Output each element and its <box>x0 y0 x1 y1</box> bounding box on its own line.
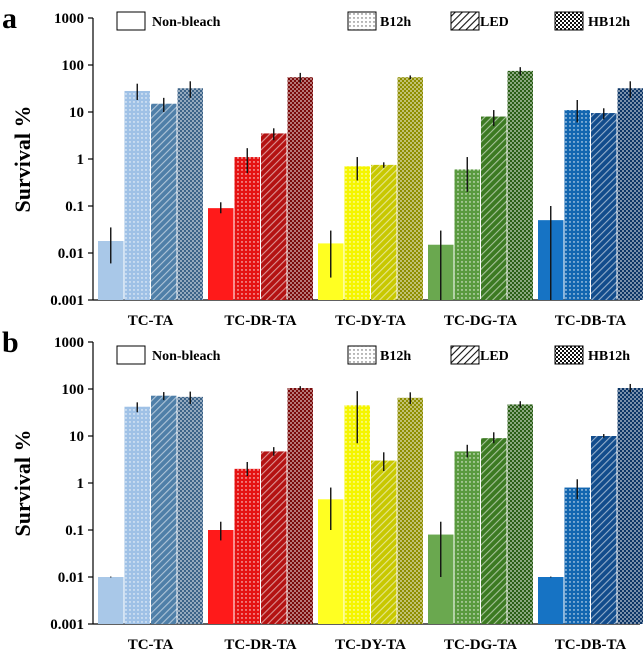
y-tick-label: 0.1 <box>65 523 84 539</box>
y-tick-label: 10 <box>69 429 84 445</box>
panel-letter: a <box>2 2 17 35</box>
bar-hb12h <box>287 77 313 300</box>
y-tick-label: 100 <box>62 58 85 74</box>
y-tick-label: 1 <box>77 152 85 168</box>
y-tick-label: 1000 <box>54 11 84 27</box>
bar-hb12h <box>617 88 643 300</box>
legend-swatch <box>554 11 584 31</box>
legend-label: Non-bleach <box>152 349 221 364</box>
legend-swatch <box>450 11 480 31</box>
chart-panel-b: b Survival % 0.001 0.01 0.1 1 10 100 1000 TC-TA TC… <box>2 326 643 653</box>
bar-hb12h <box>507 70 533 300</box>
legend-swatch <box>347 345 377 365</box>
bar-hb12h <box>177 88 203 300</box>
category-label: TC-DR-TA <box>224 313 296 329</box>
legend-label: LED <box>480 15 509 30</box>
legend-label: B12h <box>380 15 411 30</box>
bar-b12h <box>124 406 150 624</box>
bar-hb12h <box>177 396 203 624</box>
y-tick-label: 0.1 <box>65 199 84 215</box>
bar-led <box>481 116 507 300</box>
bar-hb12h <box>397 77 423 300</box>
bar-led <box>261 451 287 624</box>
y-tick-label: 1000 <box>54 335 84 351</box>
bar-led <box>371 164 397 300</box>
y-axis-label: Survival % <box>10 106 35 213</box>
bar-b12h <box>564 110 590 301</box>
y-tick-label: 0.01 <box>58 570 84 586</box>
legend-swatch <box>116 345 146 365</box>
bar-led <box>591 436 617 624</box>
bar-b12h <box>344 166 370 300</box>
bar-led <box>261 133 287 300</box>
y-tick-label: 0.001 <box>50 293 84 309</box>
chart-panel-a: a Survival % 0.001 0.01 0.1 1 10 100 1000 TC-TA TC… <box>2 2 643 329</box>
bar-led <box>371 460 397 624</box>
legend-swatch <box>116 11 146 31</box>
category-label: TC-DB-TA <box>555 637 627 653</box>
legend-label: HB12h <box>588 349 630 364</box>
category-label: TC-DY-TA <box>335 637 406 653</box>
bar-hb12h <box>507 404 533 624</box>
bar-b12h <box>234 468 260 624</box>
bar-hb12h <box>287 388 313 624</box>
legend-swatch <box>554 345 584 365</box>
legend-swatch <box>347 11 377 31</box>
legend-swatch <box>450 345 480 365</box>
legend-label: LED <box>480 349 509 364</box>
legend-label: B12h <box>380 349 411 364</box>
bar-non-bleach <box>208 208 234 300</box>
bar-led <box>151 103 177 300</box>
bar-b12h <box>454 451 480 624</box>
bar-b12h <box>234 157 260 300</box>
category-label: TC-TA <box>128 637 174 653</box>
y-tick-label: 10 <box>69 105 84 121</box>
y-axis-label: Survival % <box>10 430 35 537</box>
category-label: TC-DR-TA <box>224 637 296 653</box>
bar-hb12h <box>617 388 643 624</box>
bar-led <box>151 395 177 624</box>
bar-non-bleach <box>208 530 234 624</box>
y-tick-label: 1 <box>77 476 85 492</box>
bar-b12h <box>564 487 590 624</box>
category-label: TC-DG-TA <box>444 313 517 329</box>
bar-b12h <box>124 90 150 300</box>
category-label: TC-DG-TA <box>444 637 517 653</box>
panel-letter: b <box>2 326 19 359</box>
bar-hb12h <box>397 397 423 624</box>
legend-label: HB12h <box>588 15 630 30</box>
bar-non-bleach <box>98 577 124 624</box>
bar-led <box>481 438 507 624</box>
bar-non-bleach <box>538 577 564 624</box>
bar-led <box>591 113 617 300</box>
category-label: TC-TA <box>128 313 174 329</box>
legend-label: Non-bleach <box>152 15 221 30</box>
y-tick-label: 0.01 <box>58 246 84 262</box>
category-label: TC-DY-TA <box>335 313 406 329</box>
y-tick-label: 0.001 <box>50 617 84 633</box>
y-tick-label: 100 <box>62 382 85 398</box>
category-label: TC-DB-TA <box>555 313 627 329</box>
